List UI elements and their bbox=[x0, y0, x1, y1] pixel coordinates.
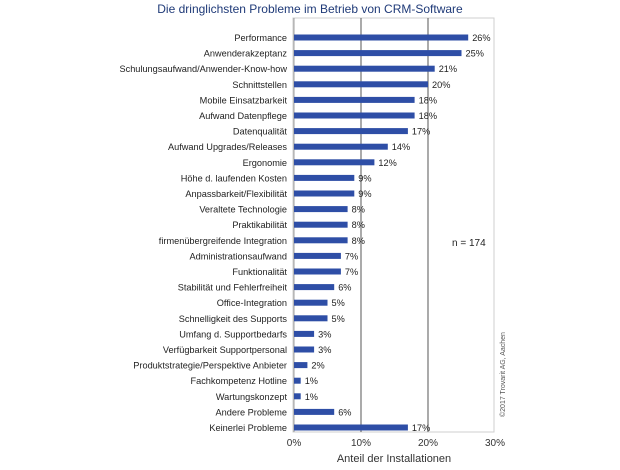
category-label-25: Keinerlei Probleme bbox=[209, 423, 287, 433]
value-label-6: 17% bbox=[412, 127, 430, 137]
bar-11 bbox=[294, 206, 348, 213]
category-label-1: Anwenderakzeptanz bbox=[204, 49, 288, 59]
value-label-25: 17% bbox=[412, 423, 430, 433]
bar-15 bbox=[294, 268, 341, 275]
category-label-19: Umfang d. Supportbedarfs bbox=[179, 329, 287, 339]
category-label-16: Stabilität und Fehlerfreiheit bbox=[178, 283, 288, 293]
category-label-11: Veraltete Technologie bbox=[199, 205, 287, 215]
bar-13 bbox=[294, 237, 348, 244]
bar-16 bbox=[294, 284, 335, 291]
bar-17 bbox=[294, 299, 328, 306]
value-label-7: 14% bbox=[392, 142, 410, 152]
value-label-24: 6% bbox=[338, 407, 351, 417]
value-labels: 26%25%21%20%18%18%17%14%12%9%9%8%8%8%7%7… bbox=[305, 33, 491, 433]
plot-area-frame bbox=[292, 17, 495, 433]
value-label-11: 8% bbox=[352, 205, 365, 215]
category-label-0: Performance bbox=[234, 33, 287, 43]
bar-24 bbox=[294, 408, 335, 415]
value-label-0: 26% bbox=[472, 33, 490, 43]
bar-4 bbox=[294, 96, 415, 103]
category-label-10: Anpassbarkeit/Flexibilität bbox=[185, 189, 287, 199]
bars-layer bbox=[294, 34, 469, 431]
category-label-9: Höhe d. laufenden Kosten bbox=[181, 173, 287, 183]
bar-2 bbox=[294, 65, 435, 72]
x-tick-label-0: 0% bbox=[287, 438, 302, 449]
value-label-20: 3% bbox=[318, 345, 331, 355]
value-label-13: 8% bbox=[352, 236, 365, 246]
value-label-18: 5% bbox=[332, 314, 345, 324]
bar-9 bbox=[294, 174, 355, 181]
value-label-23: 1% bbox=[305, 392, 318, 402]
category-label-23: Wartungskonzept bbox=[216, 392, 288, 402]
value-label-12: 8% bbox=[352, 220, 365, 230]
bar-21 bbox=[294, 362, 308, 369]
category-label-14: Administrationsaufwand bbox=[189, 251, 287, 261]
value-label-5: 18% bbox=[419, 111, 437, 121]
value-label-4: 18% bbox=[419, 95, 437, 105]
value-label-16: 6% bbox=[338, 283, 351, 293]
category-label-13: firmenübergreifende Integration bbox=[159, 236, 287, 246]
bar-22 bbox=[294, 377, 301, 384]
x-tick-label-1: 10% bbox=[351, 438, 371, 449]
bar-0 bbox=[294, 34, 469, 41]
category-label-18: Schnelligkeit des Supports bbox=[179, 314, 288, 324]
value-label-15: 7% bbox=[345, 267, 358, 277]
bar-19 bbox=[294, 330, 315, 337]
value-label-1: 25% bbox=[466, 49, 484, 59]
bar-1 bbox=[294, 50, 462, 57]
value-label-3: 20% bbox=[432, 80, 450, 90]
bar-23 bbox=[294, 393, 301, 400]
value-label-8: 12% bbox=[378, 158, 396, 168]
category-label-6: Datenqualität bbox=[233, 127, 288, 137]
category-label-24: Andere Probleme bbox=[216, 407, 288, 417]
value-label-19: 3% bbox=[318, 329, 331, 339]
category-label-22: Fachkompetenz Hotline bbox=[190, 376, 287, 386]
category-label-8: Ergonomie bbox=[243, 158, 287, 168]
bar-3 bbox=[294, 81, 428, 88]
bar-8 bbox=[294, 159, 375, 166]
x-tick-label-2: 20% bbox=[418, 438, 438, 449]
category-label-20: Verfügbarkeit Supportpersonal bbox=[163, 345, 287, 355]
x-tick-label-3: 30% bbox=[485, 438, 505, 449]
bar-14 bbox=[294, 252, 341, 259]
value-label-22: 1% bbox=[305, 376, 318, 386]
value-label-9: 9% bbox=[358, 173, 371, 183]
category-label-7: Aufwand Upgrades/Releases bbox=[168, 142, 287, 152]
x-axis-label: Anteil der Installationen bbox=[337, 453, 451, 465]
bar-18 bbox=[294, 315, 328, 322]
category-label-4: Mobile Einsatzbarkeit bbox=[200, 95, 288, 105]
bar-20 bbox=[294, 346, 315, 353]
value-label-14: 7% bbox=[345, 251, 358, 261]
copyright-note: ©2017 Trovarit AG, Aachen bbox=[499, 332, 507, 417]
sample-size-annotation: n = 174 bbox=[452, 238, 486, 249]
category-labels: Performance Anwenderakzeptanz Schulungsauf… bbox=[119, 33, 287, 433]
bar-12 bbox=[294, 221, 348, 228]
value-label-2: 21% bbox=[439, 64, 457, 74]
category-label-2: Schulungsaufwand/Anwender-Know-how bbox=[119, 64, 287, 74]
category-label-3: Schnittstellen bbox=[232, 80, 287, 90]
category-label-12: Praktikabilität bbox=[232, 220, 287, 230]
bar-10 bbox=[294, 190, 355, 197]
category-label-15: Funktionalität bbox=[232, 267, 287, 277]
bar-5 bbox=[294, 112, 415, 119]
category-label-21: Produktstrategie/Perspektive Anbieter bbox=[133, 361, 287, 371]
category-label-5: Aufwand Datenpflege bbox=[199, 111, 287, 121]
bar-7 bbox=[294, 143, 388, 150]
category-label-17: Office-Integration bbox=[217, 298, 287, 308]
bar-6 bbox=[294, 128, 408, 135]
chart-title: Die dringlichsten Probleme im Betrieb vo… bbox=[157, 2, 463, 16]
value-label-21: 2% bbox=[311, 361, 324, 371]
bar-25 bbox=[294, 424, 408, 431]
x-tick-labels: 0% 10% 20% 30% bbox=[287, 438, 505, 449]
value-label-10: 9% bbox=[358, 189, 371, 199]
value-label-17: 5% bbox=[332, 298, 345, 308]
